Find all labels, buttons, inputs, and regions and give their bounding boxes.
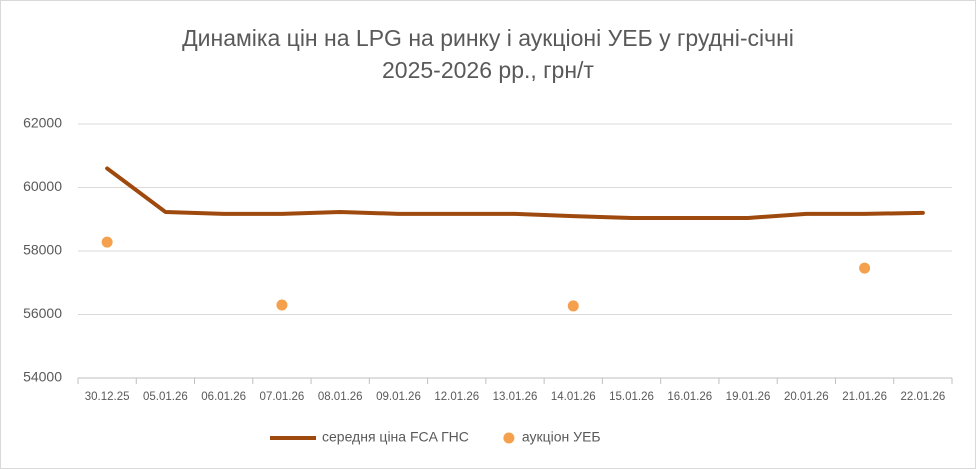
x-tick-label: 06.01.26: [201, 391, 246, 403]
x-tick-label: 05.01.26: [143, 391, 188, 403]
x-tick-label: 12.01.26: [434, 391, 479, 403]
x-tick-label: 19.01.26: [726, 391, 771, 403]
y-tick-label: 58000: [23, 242, 62, 258]
scatter-point: [859, 262, 871, 274]
x-tick-label: 15.01.26: [609, 391, 654, 403]
legend-label: середня ціна FCA ГНС: [322, 429, 469, 445]
x-tick-label: 20.01.26: [784, 391, 829, 403]
x-tick-label: 09.01.26: [376, 391, 421, 403]
x-tick-label: 13.01.26: [493, 391, 538, 403]
x-tick-label: 16.01.26: [667, 391, 712, 403]
x-tick-label: 30.12.25: [85, 391, 130, 403]
y-tick-label: 62000: [23, 115, 62, 131]
x-tick-label: 22.01.26: [900, 391, 945, 403]
x-tick-label: 08.01.26: [318, 391, 363, 403]
legend-swatch: [503, 432, 515, 444]
scatter-point: [276, 299, 288, 311]
y-tick-label: 60000: [23, 178, 62, 194]
chart-title: 2025-2026 рр., грн/т: [382, 57, 594, 83]
chart-title: Динаміка цін на LPG на ринку і аукціоні …: [182, 25, 794, 51]
y-tick-label: 54000: [23, 369, 62, 385]
line-series: [105, 166, 925, 220]
x-tick-label: 07.01.26: [260, 391, 305, 403]
scatter-point: [567, 300, 579, 312]
y-tick-label: 56000: [23, 305, 62, 321]
legend-label: аукціон УЕБ: [522, 429, 601, 445]
x-tick-label: 14.01.26: [551, 391, 596, 403]
x-tick-label: 21.01.26: [842, 391, 887, 403]
scatter-point: [101, 236, 113, 248]
